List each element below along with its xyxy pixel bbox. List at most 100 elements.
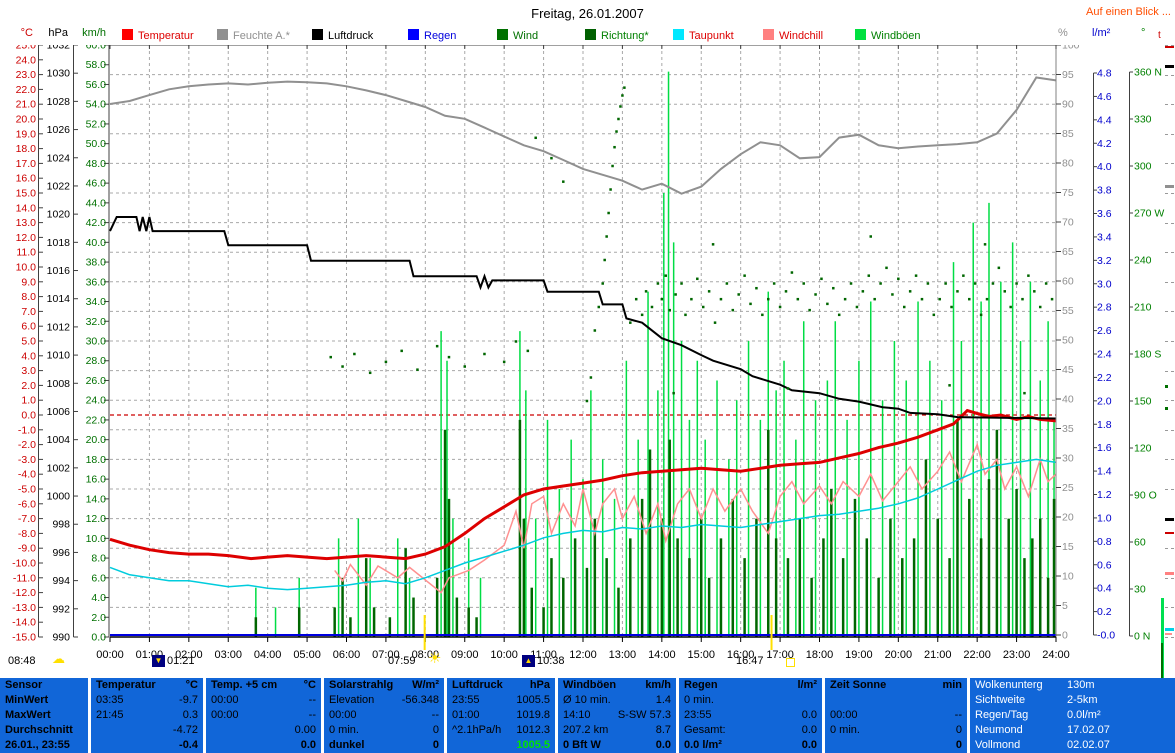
series-richtung [767, 297, 770, 301]
series-richtung [820, 277, 823, 281]
legend-item-windchill[interactable]: Windchill [763, 29, 823, 42]
legend-swatch-icon [408, 29, 419, 40]
series-richtung [609, 188, 612, 191]
quick-marker [1165, 46, 1174, 48]
axis-label-temp: -3.0 [18, 454, 36, 466]
x-tick-label: 23:00 [1003, 649, 1031, 661]
axis-label-kmh: 52.0 [86, 118, 107, 130]
x-tick-label: 17:00 [766, 649, 794, 661]
legend-swatch-icon [855, 29, 866, 40]
axis-label-lm2: 2.0 [1097, 395, 1112, 407]
series-richtung [832, 286, 835, 290]
weather-chart[interactable]: 25.0 24.0 23.0 22.0 21.0 20.0 19.0 18.0 17.0 16.0… [0, 40, 1175, 678]
table-cell: Ø 10 min. [563, 694, 611, 706]
axis-label-temp: 19.0 [16, 128, 37, 140]
table-cell: 21:45 [96, 709, 124, 721]
series-richtung [932, 313, 936, 317]
axis-label-temp: 22.0 [16, 84, 37, 96]
axis-label-kmh: 12.0 [86, 513, 107, 525]
axis-label-hpa: 1012 [47, 321, 71, 333]
series-richtung [1023, 391, 1026, 395]
quick-view-label[interactable]: Auf einen Blick ... [1086, 6, 1171, 18]
axis-label-temp: -5.0 [18, 484, 36, 496]
legend-item-feuchtea[interactable]: Feuchte A.* [217, 29, 290, 42]
x-tick-label: 24:00 [1042, 649, 1070, 661]
axis-label-temp: 10.0 [16, 262, 37, 274]
quick-marker [1165, 407, 1168, 410]
axis-label-hpa: 998 [52, 519, 70, 531]
table-cell: MinWert [5, 694, 49, 706]
chart-canvas[interactable]: 25.0 24.0 23.0 22.0 21.0 20.0 19.0 18.0 17.0 16.0… [0, 40, 1175, 678]
table-cell: Luftdruck [452, 679, 503, 691]
legend-item-windben[interactable]: Windböen [855, 29, 921, 42]
axis-label-temp: 3.0 [21, 365, 36, 377]
series-richtung [615, 130, 618, 133]
axis-label-deg: 360 N [1134, 67, 1162, 79]
axis-label-temp: 21.0 [16, 99, 37, 111]
table-cell: 0.0 [801, 724, 817, 736]
series-richtung [526, 349, 530, 353]
axis-label-kmh: 44.0 [86, 197, 107, 209]
quick-marker [1165, 65, 1174, 68]
axis-label-kmh: 34.0 [86, 296, 107, 308]
series-richtung [849, 282, 853, 285]
x-tick-label: 11:00 [530, 649, 557, 661]
series-richtung [597, 305, 601, 309]
series-richtung [589, 376, 593, 379]
axis-label-pct: 0 [1062, 630, 1068, 642]
series-richtung [826, 302, 829, 306]
axis-label-pct: 75 [1062, 187, 1074, 199]
table-cell: -- [308, 709, 316, 721]
table-col-zeitsonne: Zeit Sonne min 00:00 -- 0 min. 0 0 [825, 678, 967, 753]
series-richtung [997, 266, 1001, 270]
series-richtung [725, 282, 729, 285]
legend-item-taupunkt[interactable]: Taupunkt [673, 29, 734, 42]
table-cell: Temp. +5 cm [211, 679, 278, 691]
axis-label-pct: 70 [1062, 217, 1074, 229]
legend-item-regen[interactable]: Regen [408, 29, 456, 42]
axis-label-hpa: 1010 [47, 350, 71, 362]
series-richtung [629, 321, 632, 324]
series-richtung [463, 365, 466, 368]
axis-label-temp: 23.0 [16, 69, 37, 81]
quick-axis-label: t [1158, 30, 1161, 41]
legend-item-temperatur[interactable]: Temperatur [122, 29, 194, 42]
axis-label-hpa: 1026 [47, 124, 71, 136]
axis-label-kmh: 28.0 [86, 355, 107, 367]
series-richtung [623, 86, 626, 89]
series-richtung [920, 297, 924, 301]
series-richtung [743, 274, 746, 277]
axis-label-kmh: 56.0 [86, 79, 107, 91]
statistics-table: Sensor MinWert MaxWert Durchschnitt 26.01., … [0, 678, 1175, 753]
table-cell: Regen [684, 679, 718, 691]
legend-label: Regen [424, 30, 457, 42]
table-cell: MaxWert [5, 709, 51, 721]
axis-label-hpa: 1006 [47, 406, 71, 418]
series-richtung [879, 282, 882, 285]
table-cell: 0.0l/m² [1067, 709, 1101, 721]
legend-item-richtung[interactable]: Richtung* [585, 29, 649, 42]
x-tick-label: 09:00 [451, 649, 479, 661]
axis-label-pct: 55 [1062, 305, 1074, 317]
axis-label-lm2: 4.2 [1097, 138, 1112, 150]
axis-label-lm2: 3.6 [1097, 208, 1112, 220]
series-richtung [802, 282, 805, 285]
table-cell: 1019.8 [516, 709, 550, 721]
legend-item-wind[interactable]: Wind [497, 29, 538, 42]
axis-label-pct: 40 [1062, 394, 1074, 406]
axis-label-deg: 210 [1134, 302, 1152, 314]
axis-label-deg: 120 [1134, 443, 1152, 455]
axis-label-lm2: 2.6 [1097, 325, 1112, 337]
axis-label-deg: 180 S [1134, 349, 1161, 361]
axis-label-hpa: 1030 [47, 68, 71, 80]
x-tick-label: 10:00 [490, 649, 518, 661]
x-tick-label: 12:00 [569, 649, 597, 661]
table-cell: 00:00 [211, 694, 239, 706]
axis-unit-l/m²: l/m² [1092, 27, 1111, 39]
series-richtung [778, 305, 782, 309]
legend-item-luftdruck[interactable]: Luftdruck [312, 29, 373, 42]
legend-label: Luftdruck [328, 30, 374, 42]
table-cell: 00:00 [830, 709, 858, 721]
legend-label: Feuchte A.* [233, 30, 290, 42]
axis-label-temp: -11.0 [13, 572, 36, 584]
